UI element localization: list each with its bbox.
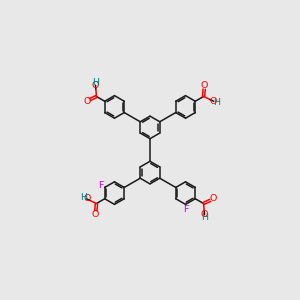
Text: O: O bbox=[92, 210, 99, 219]
Text: H: H bbox=[92, 78, 99, 87]
Text: O: O bbox=[209, 97, 217, 106]
Text: O: O bbox=[201, 210, 208, 219]
Text: O: O bbox=[83, 194, 91, 203]
Text: H: H bbox=[80, 193, 87, 202]
Text: O: O bbox=[83, 97, 91, 106]
Text: O: O bbox=[201, 81, 208, 90]
Text: O: O bbox=[92, 81, 99, 90]
Text: H: H bbox=[213, 98, 220, 107]
Text: H: H bbox=[201, 213, 208, 222]
Text: O: O bbox=[209, 194, 217, 203]
Text: F: F bbox=[183, 205, 188, 214]
Text: F: F bbox=[98, 181, 103, 190]
